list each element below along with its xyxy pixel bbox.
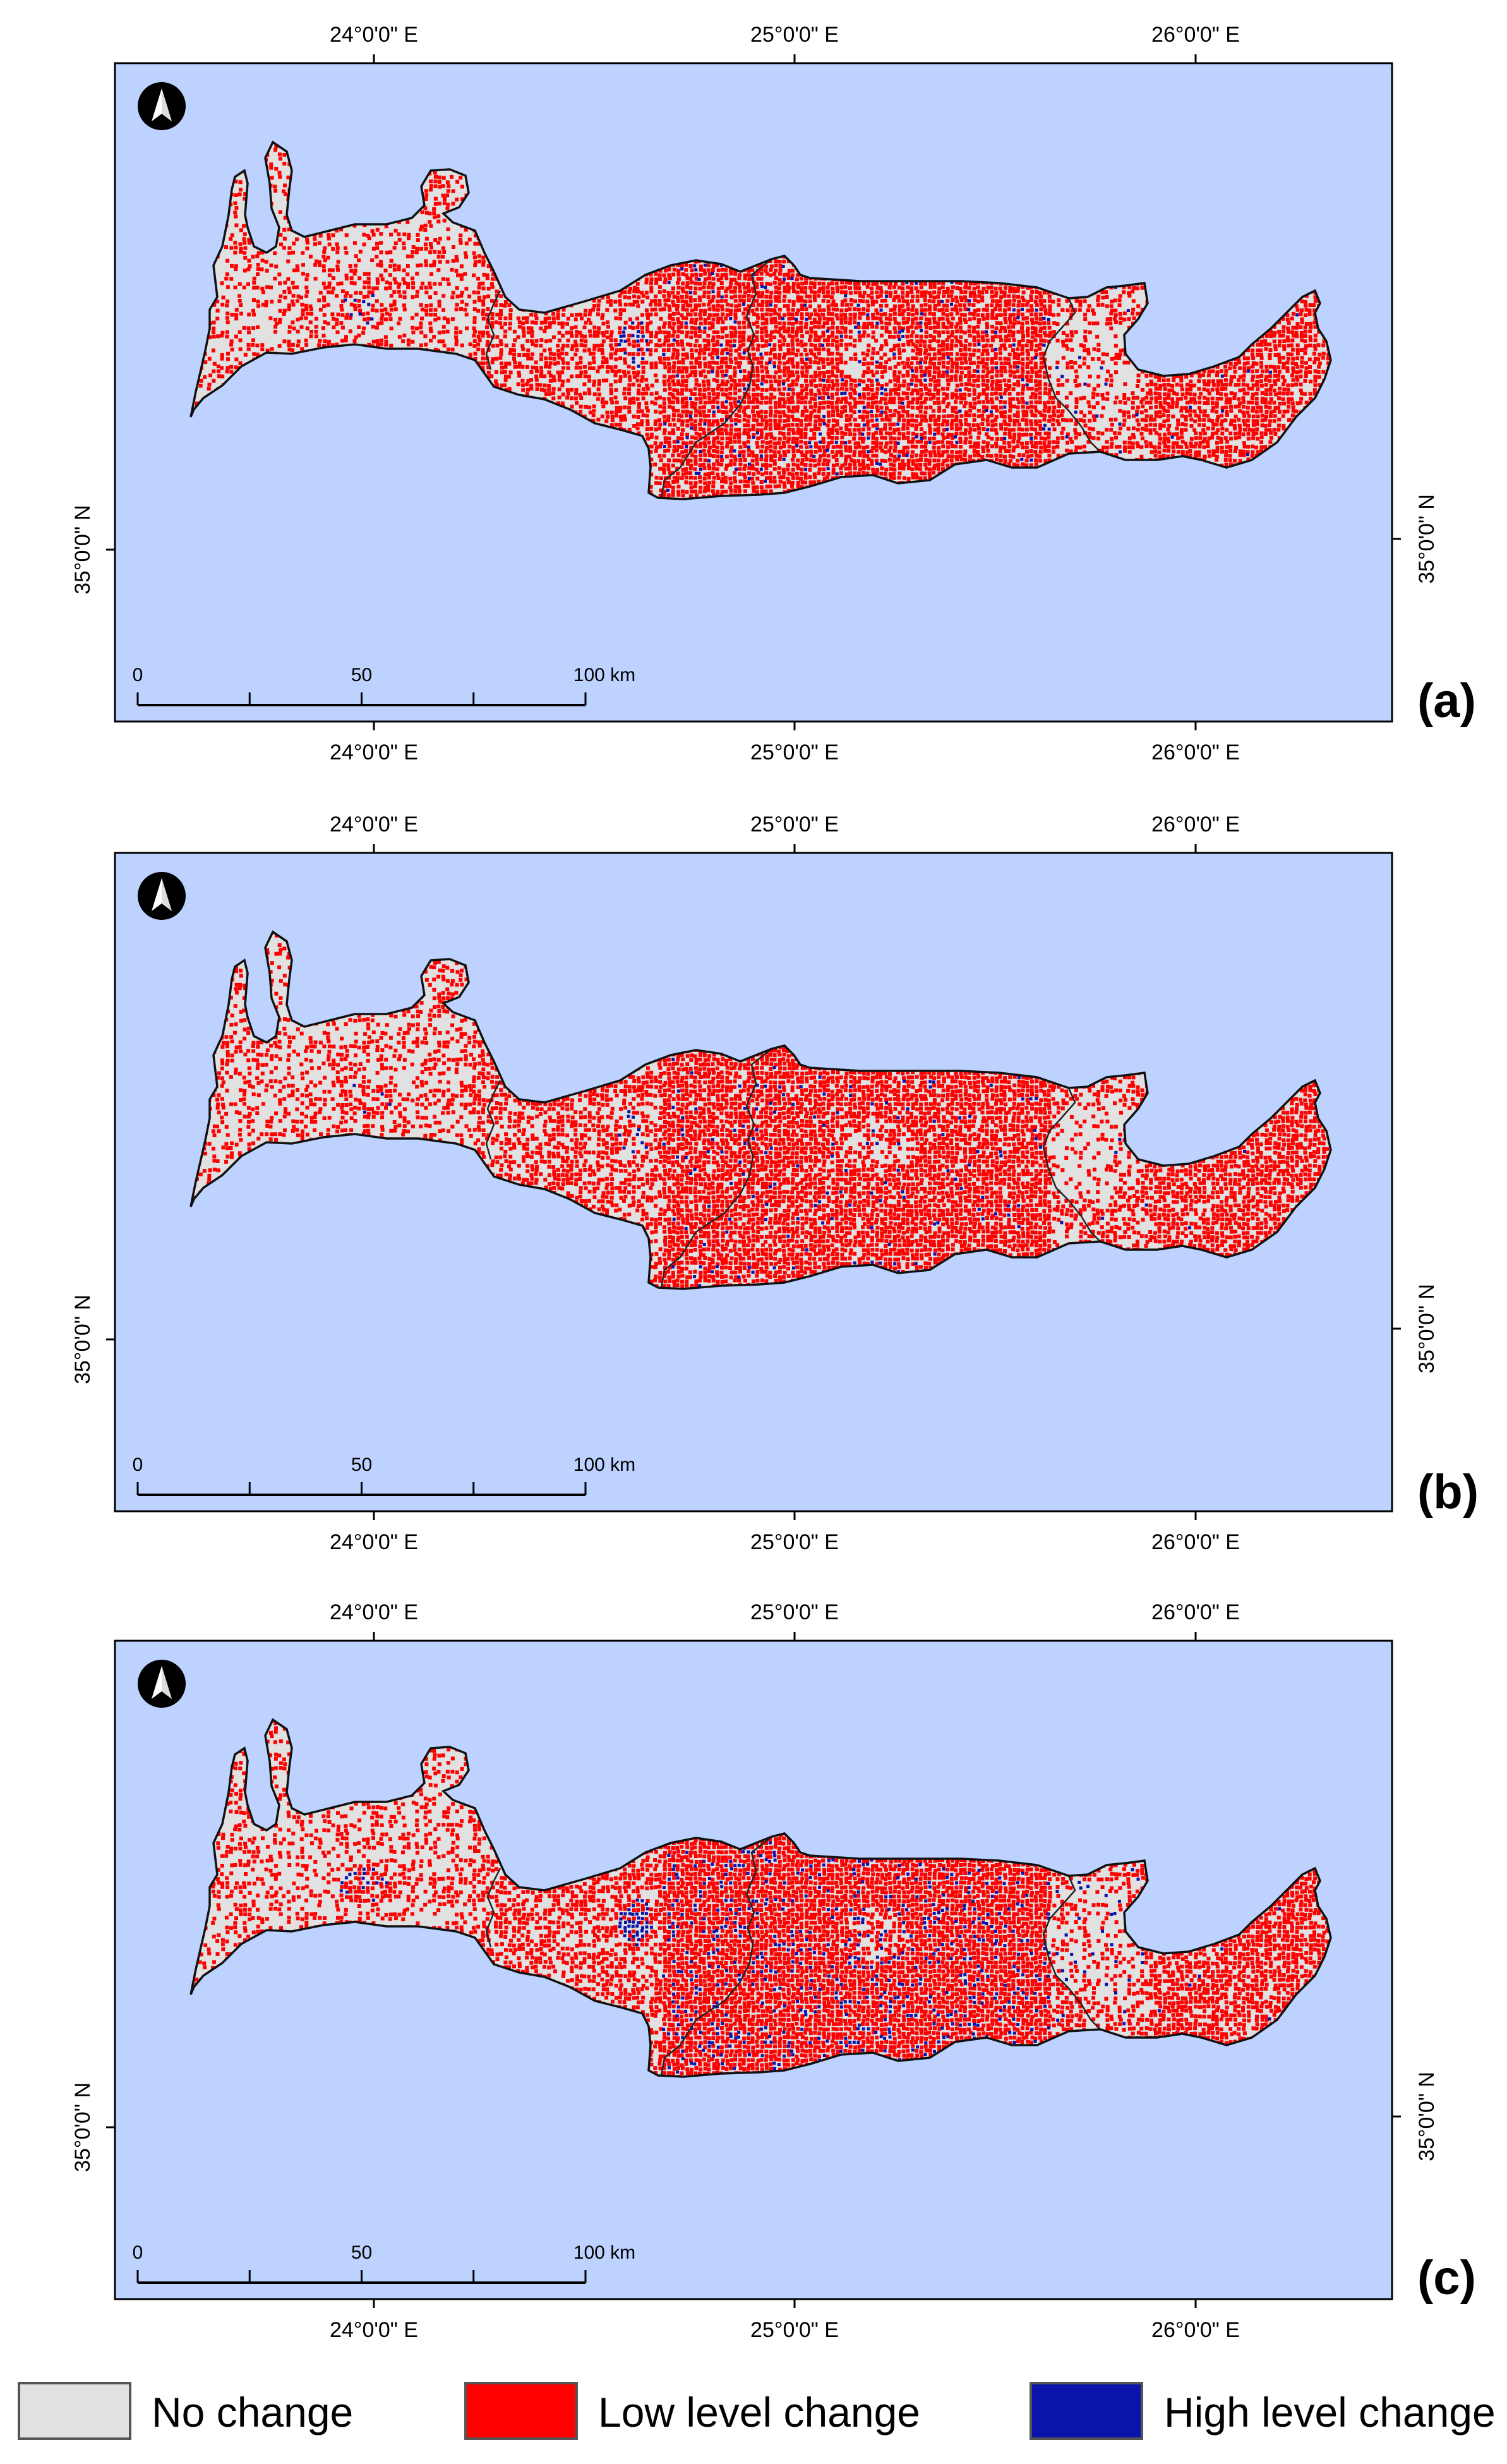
longitude-label-bottom: 25°0'0" E [750,2318,839,2342]
scalebar-tick-label: 0 [133,2242,143,2263]
panel-label-c: (c) [1417,2251,1476,2305]
longitude-label-top: 25°0'0" E [750,812,839,836]
legend-swatch-low-change [464,2382,578,2440]
longitude-label-bottom: 26°0'0" E [1151,2318,1240,2342]
scalebar-tick-label: 50 [351,1454,372,1475]
map-panel: 24°0'0" E 24°0'0" E 25°0'0" E 25°0'0" E 26°0… [71,23,1439,764]
longitude-label-bottom: 25°0'0" E [750,1530,839,1554]
longitude-label-bottom: 26°0'0" E [1151,740,1240,764]
longitude-label-top: 24°0'0" E [330,812,418,836]
north-arrow-icon [138,872,186,920]
latitude-label-left: 35°0'0" N [71,505,95,595]
scalebar-tick-label: 50 [351,2242,372,2263]
admin-boundary [660,1048,772,1288]
longitude-label-top: 24°0'0" E [330,1600,418,1624]
scalebar-tick-label: 0 [133,665,143,685]
latitude-label-right: 35°0'0" N [1415,494,1439,584]
longitude-label-bottom: 26°0'0" E [1151,1530,1240,1554]
north-arrow-icon [138,82,186,130]
scalebar-tick-label: 50 [351,665,372,685]
scalebar-tick-label: 100 km [573,665,635,685]
coastline [189,1718,1332,2078]
scalebar-tick-label: 100 km [573,2242,635,2263]
longitude-label-top: 26°0'0" E [1151,23,1240,47]
longitude-label-top: 24°0'0" E [330,23,418,47]
panel-label-a: (a) [1417,674,1476,728]
map-frame [114,852,1393,1513]
longitude-label-bottom: 24°0'0" E [330,740,418,764]
scalebar: 0 50 100 km [133,1454,635,1496]
north-arrow-icon [138,1660,186,1708]
coastline [189,140,1332,500]
scalebar: 0 50 100 km [133,2242,635,2284]
admin-boundary [1042,298,1101,452]
admin-boundary [485,290,501,370]
longitude-label-bottom: 24°0'0" E [330,2318,418,2342]
legend-swatch-high-change [1030,2382,1143,2440]
legend-label-high-change: High level change [1164,2389,1496,2436]
scalebar-tick-label: 100 km [573,1454,635,1475]
map-panel: 24°0'0" E 24°0'0" E 25°0'0" E 25°0'0" E 26°0… [71,812,1439,1554]
scalebar: 0 50 100 km [133,665,635,706]
coastline [189,930,1332,1290]
longitude-label-top: 25°0'0" E [750,23,839,47]
admin-boundary [1042,1875,1101,2030]
map-frame [114,62,1393,723]
longitude-label-bottom: 24°0'0" E [330,1530,418,1554]
legend-label-low-change: Low level change [598,2389,921,2436]
scalebar-tick-label: 0 [133,1454,143,1475]
admin-boundary [485,1080,501,1160]
admin-boundary [660,258,772,498]
map-frame [114,1640,1393,2300]
legend-label-no-change: No change [152,2389,354,2436]
admin-boundary [660,1836,772,2076]
latitude-label-left: 35°0'0" N [71,2082,95,2172]
panel-label-b: (b) [1417,1465,1479,1519]
legend-swatch-no-change [18,2382,131,2440]
latitude-label-right: 35°0'0" N [1415,1284,1439,1374]
longitude-label-top: 25°0'0" E [750,1600,839,1624]
admin-boundary [1042,1087,1101,1242]
latitude-label-left: 35°0'0" N [71,1295,95,1384]
longitude-label-top: 26°0'0" E [1151,1600,1240,1624]
map-panel: 24°0'0" E 24°0'0" E 25°0'0" E 25°0'0" E 26°0… [71,1600,1439,2342]
admin-boundary [485,1868,501,1948]
latitude-label-right: 35°0'0" N [1415,2072,1439,2161]
longitude-label-top: 26°0'0" E [1151,812,1240,836]
longitude-label-bottom: 25°0'0" E [750,740,839,764]
